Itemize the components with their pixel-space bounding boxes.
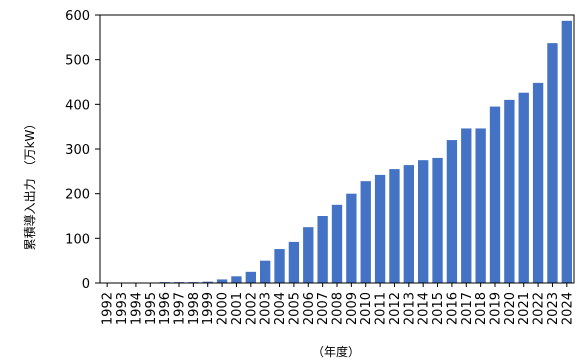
bar-2000 <box>216 279 228 283</box>
bars-group <box>116 20 572 284</box>
x-tick-label: 2015 <box>431 292 446 325</box>
bar-2017 <box>461 128 472 283</box>
x-tick-label: 2009 <box>345 292 360 325</box>
bar-2006 <box>303 227 314 283</box>
x-tick-label: 2000 <box>216 292 231 325</box>
plot-area: 0 100 200 300 400 500 600 1992 1993 1994 1995 1996… <box>65 9 575 325</box>
x-tick-label: 2002 <box>244 292 259 325</box>
bar-2004 <box>274 249 285 283</box>
bar-2020 <box>504 99 515 284</box>
x-tick-label: 2021 <box>517 292 532 325</box>
y-axis-title: 累積導入出力 （万kW） <box>22 118 37 251</box>
x-tick-label: 2011 <box>374 292 389 325</box>
y-tick-label: 400 <box>65 98 90 113</box>
bar-2023 <box>547 43 558 283</box>
bar-2013 <box>403 165 414 283</box>
x-tick-label: 2020 <box>503 292 518 325</box>
x-tick-label: 2019 <box>489 292 504 325</box>
bar-2021 <box>518 92 529 283</box>
bar-2010 <box>360 181 371 283</box>
x-tick-label: 2014 <box>417 292 432 325</box>
x-tick-label: 2010 <box>359 292 374 325</box>
y-axis: 0 100 200 300 400 500 600 <box>65 9 100 292</box>
bar-2009 <box>346 193 357 283</box>
x-tick-label: 1997 <box>173 292 188 325</box>
x-tick-label: 2024 <box>560 292 575 325</box>
x-tick-label: 2004 <box>273 292 288 325</box>
x-tick-label: 2001 <box>230 292 245 325</box>
y-tick-label: 200 <box>65 188 90 203</box>
x-tick-label: 1995 <box>144 292 159 325</box>
x-tick-label: 1992 <box>101 292 116 325</box>
bar-2024 <box>561 20 572 284</box>
x-tick-label: 2017 <box>460 292 475 325</box>
x-tick-label: 2016 <box>445 292 460 325</box>
y-tick-label: 500 <box>65 54 90 69</box>
bar-2003 <box>260 260 271 283</box>
x-axis-title: （年度） <box>312 344 360 359</box>
x-tick-label: 1999 <box>201 292 216 325</box>
y-tick-label: 600 <box>65 9 90 24</box>
x-tick-label: 2005 <box>287 292 302 325</box>
x-tick-label: 1994 <box>129 292 144 325</box>
x-tick-label: 2012 <box>388 292 403 325</box>
bar-2016 <box>446 140 458 283</box>
x-tick-label: 2013 <box>402 292 417 325</box>
x-axis: 1992 1993 1994 1995 1996 1997 1998 1999 2000 2001… <box>101 283 575 325</box>
x-tick-label: 1998 <box>187 292 202 325</box>
x-tick-label: 2023 <box>546 292 561 325</box>
y-tick-label: 100 <box>65 232 90 247</box>
bar-2014 <box>418 160 429 283</box>
bar-2007 <box>317 216 328 283</box>
x-tick-label: 2003 <box>259 292 274 325</box>
bar-2019 <box>489 106 501 283</box>
y-tick-label: 0 <box>82 277 90 292</box>
x-tick-label: 2008 <box>331 292 346 325</box>
x-tick-label: 2018 <box>474 292 489 325</box>
bar-2001 <box>231 276 242 283</box>
bar-2018 <box>475 128 486 283</box>
bar-2011 <box>374 174 386 283</box>
bar-2012 <box>389 169 400 283</box>
bar-2022 <box>532 82 544 283</box>
bar-2005 <box>288 241 300 283</box>
bar-2008 <box>331 204 343 283</box>
y-axis-title-group: 累積導入出力 （万kW） <box>22 118 37 251</box>
x-tick-label: 2022 <box>532 292 547 325</box>
bar-2015 <box>432 157 443 283</box>
x-tick-label: 1996 <box>158 292 173 325</box>
x-tick-label: 2007 <box>316 292 331 325</box>
x-tick-label: 1993 <box>115 292 130 325</box>
bar-2002 <box>245 271 256 283</box>
y-tick-label: 300 <box>65 143 90 158</box>
bar-1999 <box>202 281 213 283</box>
x-tick-label: 2006 <box>302 292 317 325</box>
